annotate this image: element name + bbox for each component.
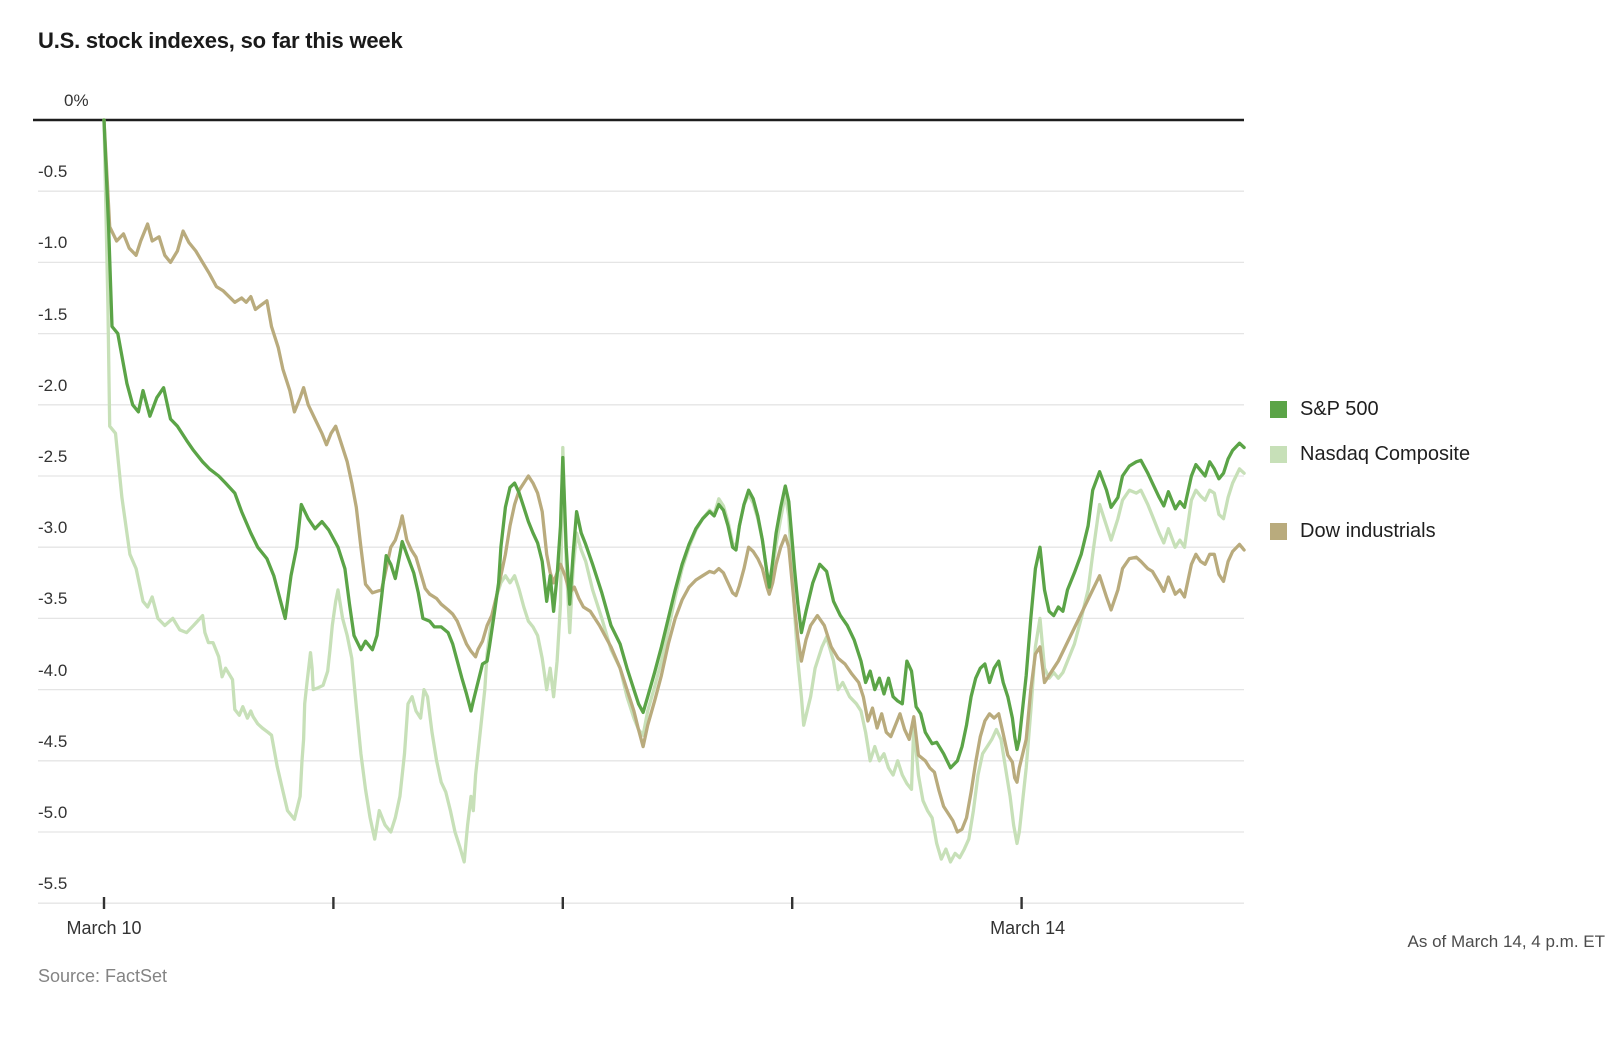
x-axis-label: March 14 xyxy=(990,918,1066,938)
legend-label-sp500: S&P 500 xyxy=(1300,398,1379,420)
legend-item-dow: Dow industrials xyxy=(1270,520,1436,543)
series-line-dow-industrials xyxy=(102,118,1246,834)
legend-label-nasdaq: Nasdaq Composite xyxy=(1300,443,1471,465)
legend-item-nasdaq: Nasdaq Composite xyxy=(1270,443,1470,466)
y-axis-label: -1.0 xyxy=(38,233,68,253)
legend-label-dow: Dow industrials xyxy=(1300,520,1436,542)
y-axis-label: -5.5 xyxy=(38,874,68,894)
y-axis-label: -2.0 xyxy=(38,375,68,395)
dow-swatch-icon xyxy=(1270,523,1287,540)
y-axis-label: 0% xyxy=(64,91,89,110)
source-note: Source: FactSet xyxy=(38,966,168,986)
legend-item-sp500: S&P 500 xyxy=(1270,398,1379,421)
y-axis-label: -1.5 xyxy=(38,304,68,324)
y-axis-label: -4.5 xyxy=(38,731,68,751)
sp500-swatch-icon xyxy=(1270,401,1287,418)
series-line-s-p-500 xyxy=(102,118,1246,770)
series-line-nasdaq-composite xyxy=(102,118,1246,864)
y-axis-label: -5.0 xyxy=(38,803,68,822)
y-axis-label: -3.5 xyxy=(38,589,68,609)
x-axis-label: March 10 xyxy=(66,918,142,938)
chart-title: U.S. stock indexes, so far this week xyxy=(38,28,403,53)
as-of-note: As of March 14, 4 p.m. ET xyxy=(1407,932,1605,951)
y-axis-label: -3.0 xyxy=(38,518,68,538)
nasdaq-swatch-icon xyxy=(1270,446,1287,463)
y-axis-label: -0.5 xyxy=(38,162,68,182)
y-axis-label: -4.0 xyxy=(38,660,68,680)
y-axis-label: -2.5 xyxy=(38,447,68,466)
